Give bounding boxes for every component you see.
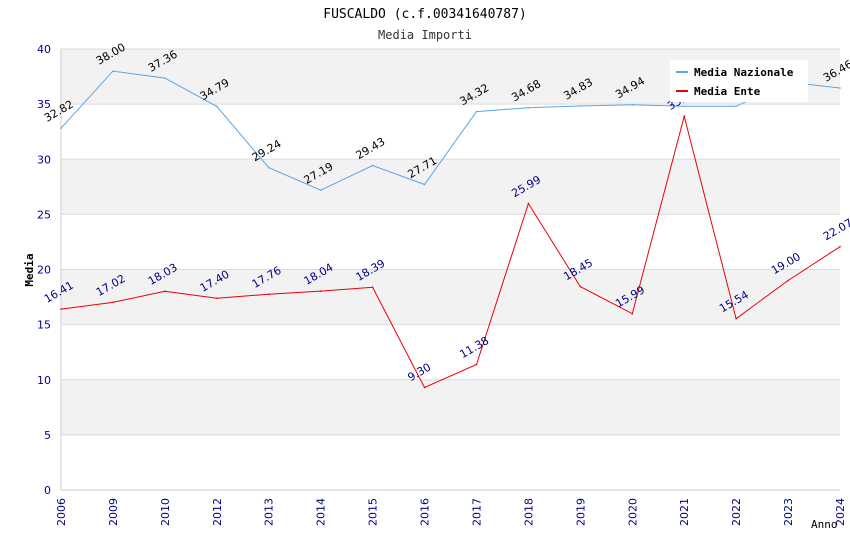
data-point: [839, 87, 841, 89]
data-point: [60, 308, 62, 310]
data-point: [735, 105, 737, 108]
data-label: 22.07: [821, 216, 850, 243]
plot-bands: [61, 49, 840, 435]
data-point: [787, 279, 789, 282]
data-point: [319, 189, 322, 192]
data-point: [371, 164, 374, 167]
series-lines: [60, 70, 841, 389]
data-point: [423, 386, 426, 389]
y-axis-label: Media: [23, 253, 36, 286]
y-tick-label: 10: [37, 374, 51, 387]
data-point: [579, 285, 582, 288]
data-point: [164, 290, 166, 293]
y-tick-label: 40: [37, 43, 51, 56]
x-tick-label: 2021: [678, 498, 691, 526]
data-point: [527, 202, 530, 205]
legend-box: [670, 60, 808, 102]
plot-band: [61, 269, 840, 325]
x-tick-label: 2017: [470, 498, 483, 526]
data-point: [216, 297, 218, 299]
data-point: [735, 317, 737, 320]
data-point: [683, 115, 685, 118]
chart-subtitle: Media Importi: [378, 28, 472, 42]
x-tick-label: 2022: [730, 498, 743, 526]
series-line-0: [60, 70, 841, 191]
plot-band: [61, 379, 840, 435]
x-tick-label: 2018: [522, 498, 535, 526]
data-point: [267, 293, 270, 295]
data-point: [216, 105, 218, 108]
data-point: [112, 70, 114, 72]
x-tick-label: 2006: [55, 498, 68, 526]
y-tick-label: 0: [44, 484, 51, 497]
y-tick-label: 5: [44, 429, 51, 442]
y-tick-label: 30: [37, 153, 51, 166]
data-point: [839, 245, 841, 248]
x-tick-label: 2016: [419, 498, 432, 526]
x-axis: 2006 2009 2010 2012 2013 2014 2015 2016 2017 2018…: [55, 498, 847, 526]
x-tick-label: 2020: [626, 498, 639, 526]
y-axis: 0 5 10 15 20 25 30 35 40: [37, 43, 51, 497]
data-point: [683, 105, 685, 108]
series-line-1: [60, 114, 841, 389]
data-point: [267, 166, 270, 169]
legend: Media Nazionale Media Ente: [670, 60, 808, 102]
gridlines: [60, 48, 840, 491]
data-point: [371, 286, 374, 289]
data-point: [112, 301, 114, 304]
y-tick-label: 25: [37, 208, 51, 221]
data-point: [60, 127, 62, 129]
data-point: [631, 103, 634, 106]
x-tick-label: 2023: [782, 498, 795, 526]
data-point: [631, 312, 634, 315]
x-tick-label: 2015: [367, 498, 380, 526]
y-tick-label: 35: [37, 98, 51, 111]
data-point: [579, 105, 582, 107]
x-tick-label: 2012: [211, 498, 224, 526]
data-point: [319, 290, 322, 292]
legend-label-media-nazionale: Media Nazionale: [694, 66, 794, 79]
x-axis-label: Anno: [811, 518, 838, 531]
x-tick-label: 2024: [834, 498, 847, 526]
y-tick-label: 20: [37, 264, 51, 277]
data-label: 29.43: [354, 135, 388, 162]
x-tick-label: 2010: [159, 498, 172, 526]
x-tick-label: 2019: [574, 498, 587, 526]
y-tick-label: 15: [37, 319, 51, 332]
x-tick-label: 2009: [107, 498, 120, 526]
data-point: [164, 77, 166, 79]
x-tick-label: 2013: [263, 498, 276, 526]
plot-band: [61, 159, 840, 215]
legend-label-media-ente: Media Ente: [694, 85, 761, 98]
data-point: [527, 106, 530, 109]
data-label: 11.38: [457, 334, 491, 361]
x-tick-label: 2014: [315, 498, 328, 526]
data-point: [475, 363, 478, 366]
chart-title: FUSCALDO (c.f.00341640787): [323, 7, 527, 22]
data-point: [423, 183, 426, 186]
data-point: [475, 110, 478, 113]
